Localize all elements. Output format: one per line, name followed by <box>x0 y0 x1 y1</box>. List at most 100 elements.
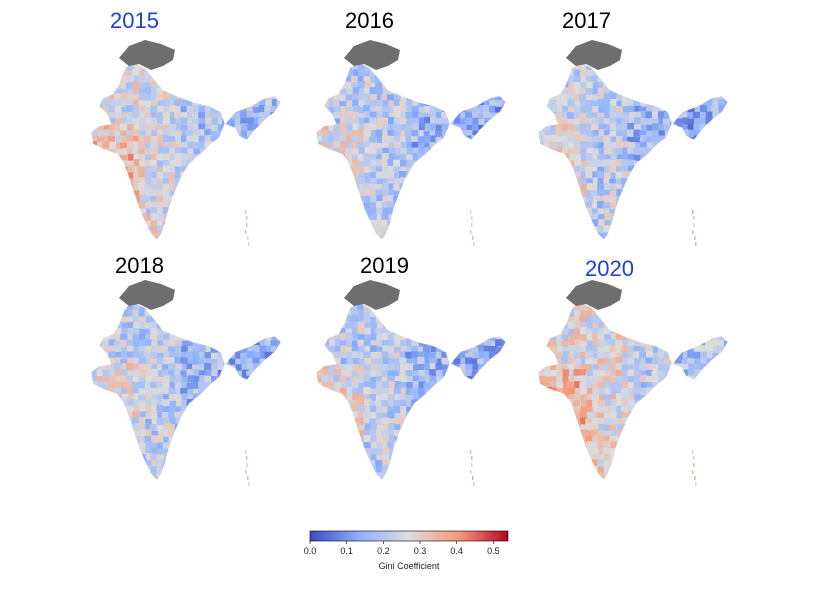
district-cell <box>156 309 164 317</box>
district-cell <box>247 292 254 299</box>
district-cell <box>199 166 207 174</box>
district-cell <box>163 160 171 168</box>
district-cell <box>217 345 225 353</box>
district-cell <box>717 99 725 107</box>
district-cell <box>694 225 702 233</box>
district-cell <box>228 177 236 185</box>
district-cell <box>406 154 414 162</box>
district-cell <box>187 328 195 336</box>
district-cell <box>730 135 732 142</box>
district-cell <box>91 154 93 162</box>
district-cell <box>181 382 189 390</box>
district-cell <box>174 82 182 90</box>
district-cell <box>102 309 110 317</box>
district-cell <box>138 363 146 371</box>
district-cell <box>192 141 200 149</box>
district-cell <box>174 357 182 365</box>
district-cell <box>254 485 261 490</box>
district-cell <box>490 40 497 47</box>
district-cell <box>91 411 93 419</box>
island-region <box>248 482 250 486</box>
district-cell <box>442 177 450 185</box>
district-cell <box>676 147 684 155</box>
district-cell <box>460 154 468 162</box>
district-cell <box>622 237 630 240</box>
district-cell <box>175 172 183 180</box>
district-cell <box>316 190 324 198</box>
district-cell <box>265 387 273 395</box>
district-cell <box>454 225 462 233</box>
district-cell <box>712 196 720 204</box>
district-cell <box>210 166 218 174</box>
district-cell <box>91 340 92 348</box>
district-cell <box>435 124 443 132</box>
district-cell <box>109 123 117 131</box>
district-cell <box>621 70 629 78</box>
district-cell <box>724 81 728 89</box>
district-cell <box>282 232 285 239</box>
district-cell <box>91 202 93 210</box>
district-cell <box>706 45 713 52</box>
district-cell <box>509 141 510 148</box>
district-cell <box>730 233 732 240</box>
district-cell <box>91 195 92 203</box>
district-cell <box>252 159 260 167</box>
district-cell <box>277 231 281 239</box>
district-cell <box>277 436 281 444</box>
district-cell <box>717 69 725 77</box>
district-cell <box>277 328 281 336</box>
district-cell <box>604 208 612 216</box>
district-cell <box>688 64 696 72</box>
district-cell <box>217 154 225 162</box>
district-cell <box>228 459 236 467</box>
district-cell <box>718 219 726 227</box>
district-cell <box>211 448 219 456</box>
district-cell <box>502 189 506 197</box>
district-cell <box>640 189 648 197</box>
district-cell <box>186 105 194 113</box>
district-cell <box>585 153 593 161</box>
district-cell <box>193 382 201 390</box>
district-cell <box>538 231 545 239</box>
district-cell <box>122 280 129 287</box>
district-cell <box>669 76 677 84</box>
district-cell <box>222 171 230 179</box>
district-cell <box>192 358 200 366</box>
district-cell <box>489 64 497 72</box>
district-cell <box>562 201 570 209</box>
district-cell <box>711 63 719 71</box>
district-cell <box>538 220 545 228</box>
district-cell <box>284 94 285 101</box>
district-cell <box>109 376 117 384</box>
district-cell <box>405 214 413 222</box>
district-cell <box>442 202 450 210</box>
district-cell <box>322 232 330 240</box>
district-cell <box>265 63 273 71</box>
district-cell <box>621 64 629 72</box>
district-cell <box>471 141 479 149</box>
district-cell <box>436 147 444 155</box>
district-cell <box>91 417 93 425</box>
district-cell <box>258 135 266 143</box>
district-cell <box>484 76 492 84</box>
district-cell <box>121 178 129 186</box>
district-cell <box>645 87 653 95</box>
district-cell <box>162 201 170 209</box>
district-cell <box>218 40 225 47</box>
district-cell <box>711 207 719 215</box>
district-cell <box>328 195 336 203</box>
district-cell <box>145 345 153 353</box>
district-cell <box>543 117 551 125</box>
district-cell <box>334 46 341 53</box>
district-cell <box>204 183 212 191</box>
district-cell <box>490 281 497 288</box>
district-cell <box>144 159 152 167</box>
district-cell <box>573 202 581 210</box>
district-cell <box>340 238 348 240</box>
district-cell <box>316 105 324 113</box>
district-cell <box>484 244 491 250</box>
district-cell <box>441 99 449 107</box>
district-cell <box>103 460 111 468</box>
district-cell <box>252 76 260 84</box>
district-cell <box>370 189 378 197</box>
